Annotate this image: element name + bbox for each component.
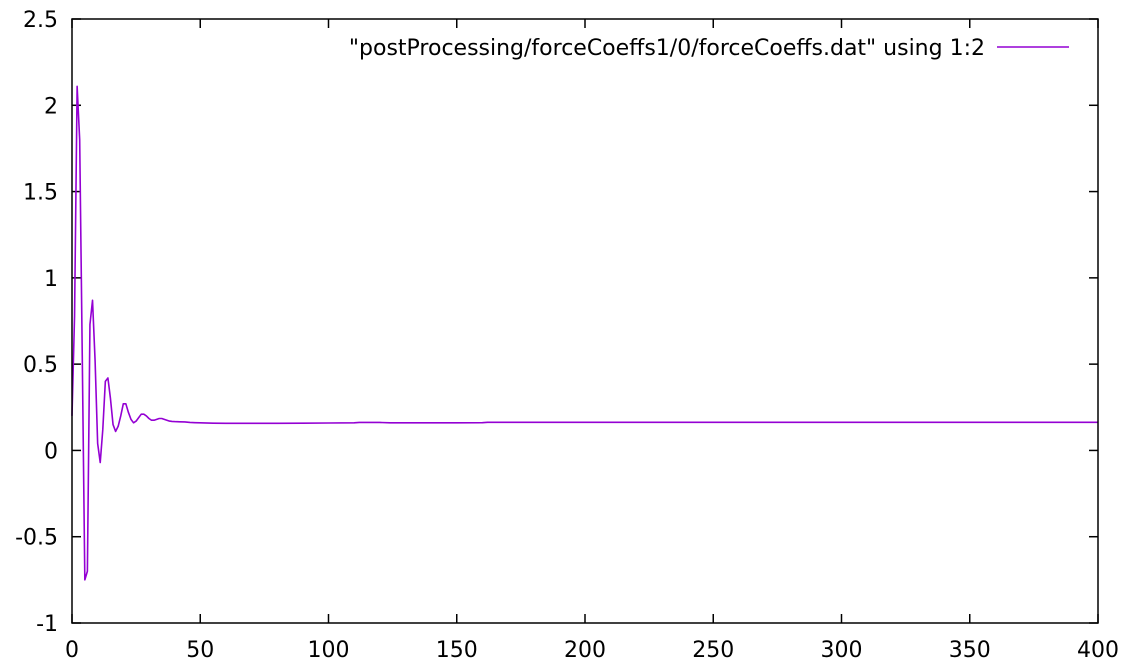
x-tick-label: 400 xyxy=(1077,638,1119,663)
legend-label: "postProcessing/forceCoeffs1/0/forceCoef… xyxy=(349,36,985,61)
x-tick-label: 100 xyxy=(308,638,350,663)
y-tick-label: 0 xyxy=(44,439,58,464)
y-tick-label: -1 xyxy=(36,612,58,637)
x-tick-label: 250 xyxy=(692,638,734,663)
tick-labels: 0 50 100 150 200 250 300 350 400 -1 -0.5 0 0.5 1 1.5 2 2… xyxy=(15,8,1119,663)
y-tick-label: 0.5 xyxy=(23,353,58,378)
legend: "postProcessing/forceCoeffs1/0/forceCoef… xyxy=(349,36,1069,61)
y-tick-label: 1.5 xyxy=(23,181,58,206)
plot-frame xyxy=(71,18,1099,624)
series-line-0 xyxy=(71,85,1098,581)
axis-ticks xyxy=(71,18,1099,624)
x-tick-label: 50 xyxy=(186,638,214,663)
x-tick-label: 350 xyxy=(949,638,991,663)
y-tick-label: 2.5 xyxy=(23,8,58,33)
x-tick-label: 200 xyxy=(564,638,606,663)
x-tick-label: 150 xyxy=(436,638,478,663)
y-tick-label: 1 xyxy=(44,267,58,292)
series-layer xyxy=(71,85,1098,581)
x-tick-label: 0 xyxy=(65,638,79,663)
y-tick-label: 2 xyxy=(44,94,58,119)
y-tick-label: -0.5 xyxy=(15,526,58,551)
x-tick-label: 300 xyxy=(821,638,863,663)
